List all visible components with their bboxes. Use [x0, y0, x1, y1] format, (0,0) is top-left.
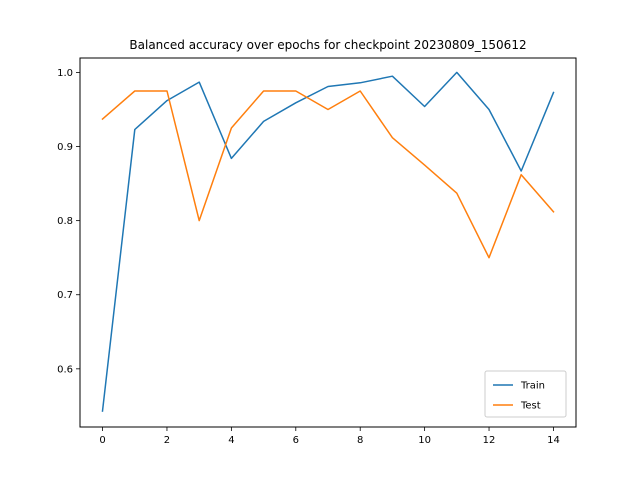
y-tick-label: 0.9: [57, 142, 73, 153]
legend: Train Test: [484, 370, 567, 418]
chart-title: Balanced accuracy over epochs for checkp…: [129, 38, 526, 52]
series-line-test: [101, 90, 555, 259]
y-tick-label: 1.0: [57, 68, 73, 79]
y-tick-label: 0.7: [57, 290, 73, 301]
x-tick-label: 8: [357, 435, 363, 446]
legend-label-test: Test: [520, 401, 541, 412]
x-tick-label: 2: [164, 435, 170, 446]
x-tick-label: 6: [293, 435, 299, 446]
x-tick-label: 4: [228, 435, 234, 446]
y-tick-label: 0.8: [57, 216, 73, 227]
x-tick-label: 14: [547, 435, 560, 446]
y-tick-label: 0.6: [57, 364, 73, 375]
x-tick-label: 0: [99, 435, 105, 446]
legend-label-train: Train: [520, 381, 545, 392]
series-line-train: [101, 71, 555, 412]
x-tick-label: 10: [418, 435, 431, 446]
plot-frame: [79, 57, 577, 428]
x-tick-label: 12: [483, 435, 496, 446]
